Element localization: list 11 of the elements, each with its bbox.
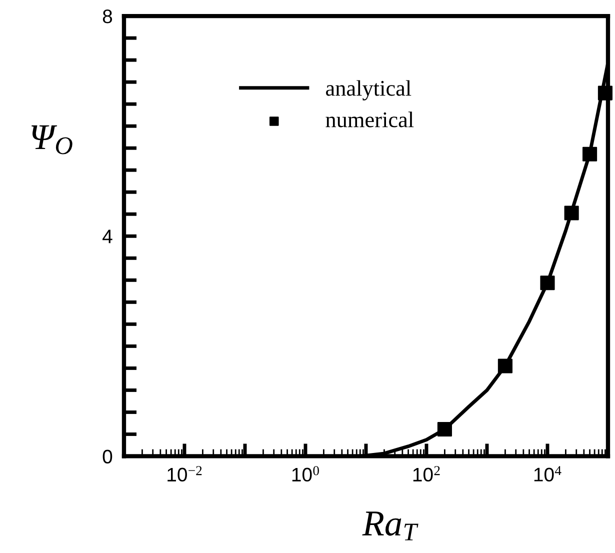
x-axis-title: Ra$_{T}$ <box>362 512 418 540</box>
x-tick-label: 10$^{2}$ <box>413 466 440 482</box>
legend-label: analytical <box>326 80 412 100</box>
y-tick-label: 0 <box>102 450 112 464</box>
x-tick-label: 10$^{4}$ <box>534 466 562 482</box>
x-tick-label: 10$^{−2}$ <box>168 466 202 482</box>
y-axis-title: Ψ$_{O}$ <box>32 125 72 154</box>
y-tick-label: 4 <box>102 230 112 244</box>
x-tick-label: 10$^{0}$ <box>292 466 319 482</box>
legend-label: numerical <box>326 112 414 128</box>
y-tick-label: 8 <box>102 10 112 24</box>
